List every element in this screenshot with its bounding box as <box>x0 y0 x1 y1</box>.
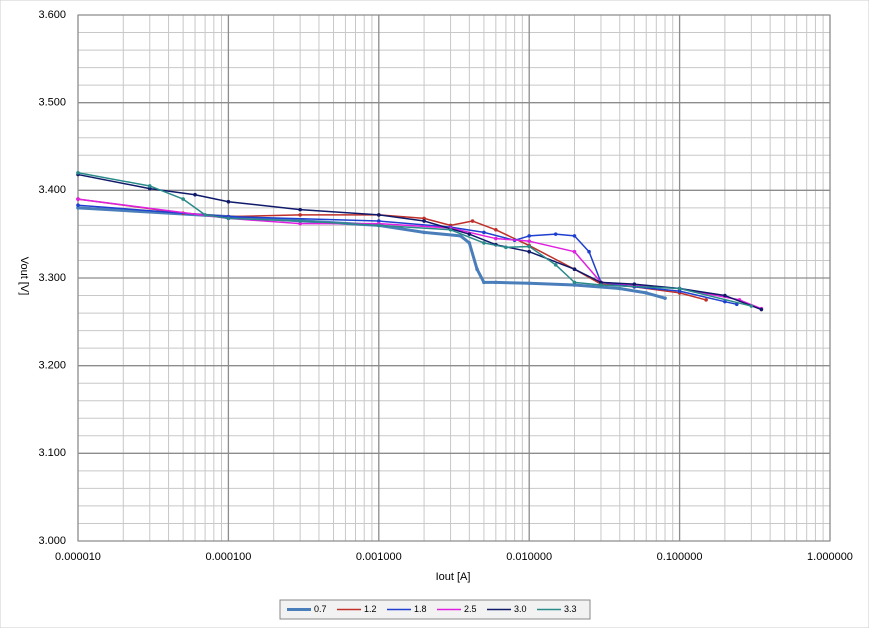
data-point <box>298 213 302 217</box>
data-point <box>475 267 479 272</box>
grid <box>77 14 831 542</box>
data-point <box>147 184 152 188</box>
legend-label: 0.7 <box>314 604 327 614</box>
data-point <box>467 241 472 245</box>
data-point <box>632 282 637 286</box>
data-point <box>494 280 498 285</box>
x-axis-label: Iout [A] <box>436 571 471 583</box>
y-tick-label: 3.100 <box>38 447 66 459</box>
data-point <box>422 219 426 223</box>
data-point <box>298 221 302 226</box>
data-point <box>377 223 381 228</box>
data-point <box>76 197 80 201</box>
data-point <box>193 192 197 197</box>
data-point <box>298 219 302 223</box>
y-axis-label: Vout [V] <box>18 257 30 296</box>
data-point <box>527 281 531 286</box>
data-point <box>572 280 577 285</box>
x-tick-label: 0.100000 <box>657 551 703 563</box>
legend-label: 1.8 <box>414 604 427 614</box>
data-point <box>527 249 531 254</box>
data-point <box>147 186 152 191</box>
data-point <box>599 280 603 285</box>
data-point <box>470 219 475 223</box>
legend-label: 1.2 <box>364 604 377 614</box>
data-point <box>494 236 498 241</box>
data-point <box>663 296 667 300</box>
data-point <box>298 207 302 212</box>
data-point <box>482 241 486 245</box>
data-point <box>572 267 577 272</box>
data-point <box>226 216 231 221</box>
y-tick-label: 3.200 <box>38 360 66 372</box>
data-point <box>617 286 622 291</box>
data-point <box>448 227 453 232</box>
data-point <box>553 232 558 236</box>
data-point <box>458 234 463 238</box>
data-point <box>553 263 558 267</box>
data-point <box>749 304 754 308</box>
data-point <box>572 249 577 254</box>
data-point <box>504 245 508 250</box>
data-point <box>203 213 207 217</box>
x-tick-label: 0.010000 <box>506 551 552 563</box>
series-line <box>77 172 752 307</box>
data-point <box>677 289 682 293</box>
data-point <box>377 213 381 217</box>
data-point <box>723 299 727 304</box>
y-tick-label: 3.300 <box>38 272 66 284</box>
data-point <box>527 234 531 238</box>
data-point <box>644 291 649 295</box>
legend-label: 3.3 <box>564 604 577 614</box>
data-point <box>759 307 764 312</box>
data-point <box>422 230 426 235</box>
data-point <box>482 280 486 285</box>
x-tick-label: 0.000100 <box>205 551 251 563</box>
y-tick-label: 3.400 <box>38 184 66 196</box>
x-tick-label: 0.001000 <box>356 551 402 563</box>
legend-label: 3.0 <box>514 604 527 614</box>
data-point <box>587 249 591 254</box>
data-point <box>377 219 381 223</box>
data-point <box>704 298 708 302</box>
data-point <box>467 232 472 236</box>
data-point <box>599 283 603 287</box>
x-tick-label: 1.000000 <box>807 551 853 563</box>
y-tick-label: 3.500 <box>38 97 66 109</box>
legend-label: 2.5 <box>464 604 477 614</box>
x-tick-label: 0.000010 <box>55 551 101 563</box>
data-point <box>76 171 80 175</box>
series-line <box>77 173 762 311</box>
data-point <box>572 234 577 238</box>
data-point <box>226 199 231 204</box>
y-tick-label: 3.600 <box>38 9 66 21</box>
data-point <box>422 216 426 221</box>
legend: 0.7 1.2 1.8 2.5 3.0 3.3 <box>287 604 577 614</box>
data-point <box>181 197 185 201</box>
data-point <box>76 206 80 210</box>
data-point <box>76 203 80 208</box>
data-point <box>494 227 498 232</box>
data-point <box>677 286 682 291</box>
data-point <box>723 293 727 298</box>
data-point <box>482 230 486 235</box>
data-point <box>572 283 577 287</box>
y-tick-label: 3.000 <box>38 535 66 547</box>
plot <box>76 171 764 312</box>
legend-box <box>279 599 591 620</box>
data-point <box>527 244 531 249</box>
data-point <box>527 239 531 243</box>
